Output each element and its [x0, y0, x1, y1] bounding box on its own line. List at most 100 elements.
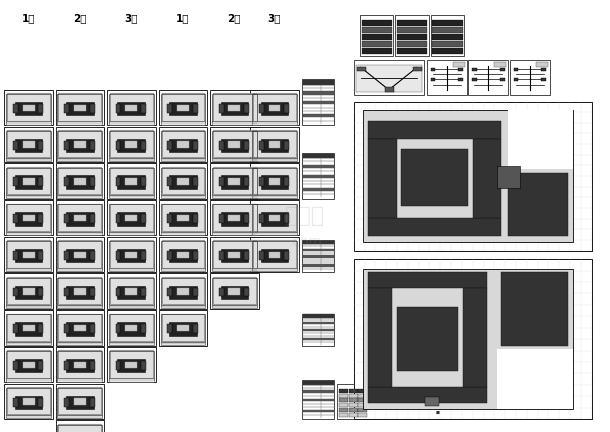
Bar — [110, 350, 152, 378]
Bar — [109, 342, 154, 345]
Bar — [494, 62, 506, 67]
Bar — [57, 121, 102, 124]
Bar — [57, 378, 102, 381]
Bar — [23, 215, 35, 221]
Bar — [23, 141, 35, 148]
Bar — [432, 41, 462, 47]
Bar — [15, 139, 42, 152]
Bar — [57, 415, 102, 418]
Bar — [368, 121, 501, 139]
Bar — [252, 232, 297, 235]
Bar — [57, 425, 102, 432]
Bar — [90, 104, 95, 113]
Bar — [110, 314, 152, 341]
Bar — [303, 322, 334, 324]
Bar — [4, 347, 53, 382]
Bar — [253, 130, 296, 157]
Bar — [228, 178, 240, 184]
Bar — [244, 141, 249, 149]
Bar — [212, 168, 257, 195]
Bar — [6, 278, 51, 305]
Bar — [64, 288, 69, 296]
Bar — [23, 362, 35, 368]
Bar — [212, 305, 257, 308]
Bar — [6, 204, 51, 232]
Bar — [268, 141, 281, 148]
Bar — [458, 78, 463, 81]
Bar — [56, 127, 104, 162]
Bar — [160, 121, 206, 124]
Bar — [253, 203, 296, 231]
Bar — [284, 251, 289, 260]
Bar — [213, 277, 256, 304]
Bar — [57, 268, 102, 271]
Bar — [125, 105, 137, 111]
Bar — [6, 195, 51, 198]
Bar — [212, 195, 257, 198]
Bar — [57, 305, 102, 308]
Bar — [193, 178, 198, 186]
Bar — [56, 237, 104, 272]
Bar — [141, 361, 146, 370]
Bar — [115, 104, 120, 113]
Bar — [221, 212, 248, 226]
Bar — [252, 195, 297, 198]
Bar — [162, 277, 204, 304]
Bar — [193, 141, 198, 149]
Bar — [468, 60, 508, 95]
Bar — [115, 288, 120, 296]
Bar — [57, 195, 102, 198]
Bar — [160, 168, 206, 195]
Bar — [252, 204, 297, 232]
Bar — [15, 102, 42, 115]
Bar — [125, 251, 137, 258]
Bar — [7, 203, 50, 231]
Bar — [6, 378, 51, 381]
Bar — [259, 141, 264, 149]
Bar — [497, 349, 573, 410]
Bar — [303, 154, 334, 158]
Bar — [414, 67, 422, 71]
Bar — [57, 94, 102, 122]
Bar — [59, 130, 101, 157]
Bar — [6, 168, 51, 195]
Bar — [38, 251, 43, 260]
Bar — [13, 214, 18, 223]
Bar — [125, 325, 137, 331]
Bar — [218, 214, 223, 223]
Bar — [13, 361, 18, 370]
Bar — [228, 215, 240, 221]
Bar — [13, 104, 18, 113]
Bar — [303, 241, 334, 244]
Bar — [212, 232, 257, 235]
Bar — [213, 203, 256, 231]
Bar — [160, 158, 206, 161]
Bar — [13, 398, 18, 407]
Bar — [6, 351, 51, 379]
Bar — [250, 90, 299, 125]
Bar — [303, 175, 334, 178]
Bar — [167, 324, 172, 333]
Bar — [109, 121, 154, 124]
Bar — [38, 324, 43, 333]
Bar — [244, 251, 249, 260]
Bar — [458, 68, 463, 70]
Bar — [110, 130, 152, 157]
Bar — [358, 413, 367, 416]
Bar — [59, 350, 101, 378]
Bar — [339, 413, 348, 416]
Bar — [501, 272, 568, 346]
Bar — [118, 139, 145, 152]
Bar — [6, 241, 51, 269]
Bar — [23, 325, 35, 331]
Bar — [110, 167, 152, 194]
Bar — [118, 212, 145, 226]
Bar — [253, 93, 296, 121]
Bar — [395, 15, 429, 56]
Bar — [109, 168, 154, 195]
Bar — [4, 237, 53, 272]
Bar — [508, 173, 568, 236]
Bar — [431, 15, 464, 56]
Bar — [228, 141, 240, 148]
Bar — [64, 141, 69, 149]
